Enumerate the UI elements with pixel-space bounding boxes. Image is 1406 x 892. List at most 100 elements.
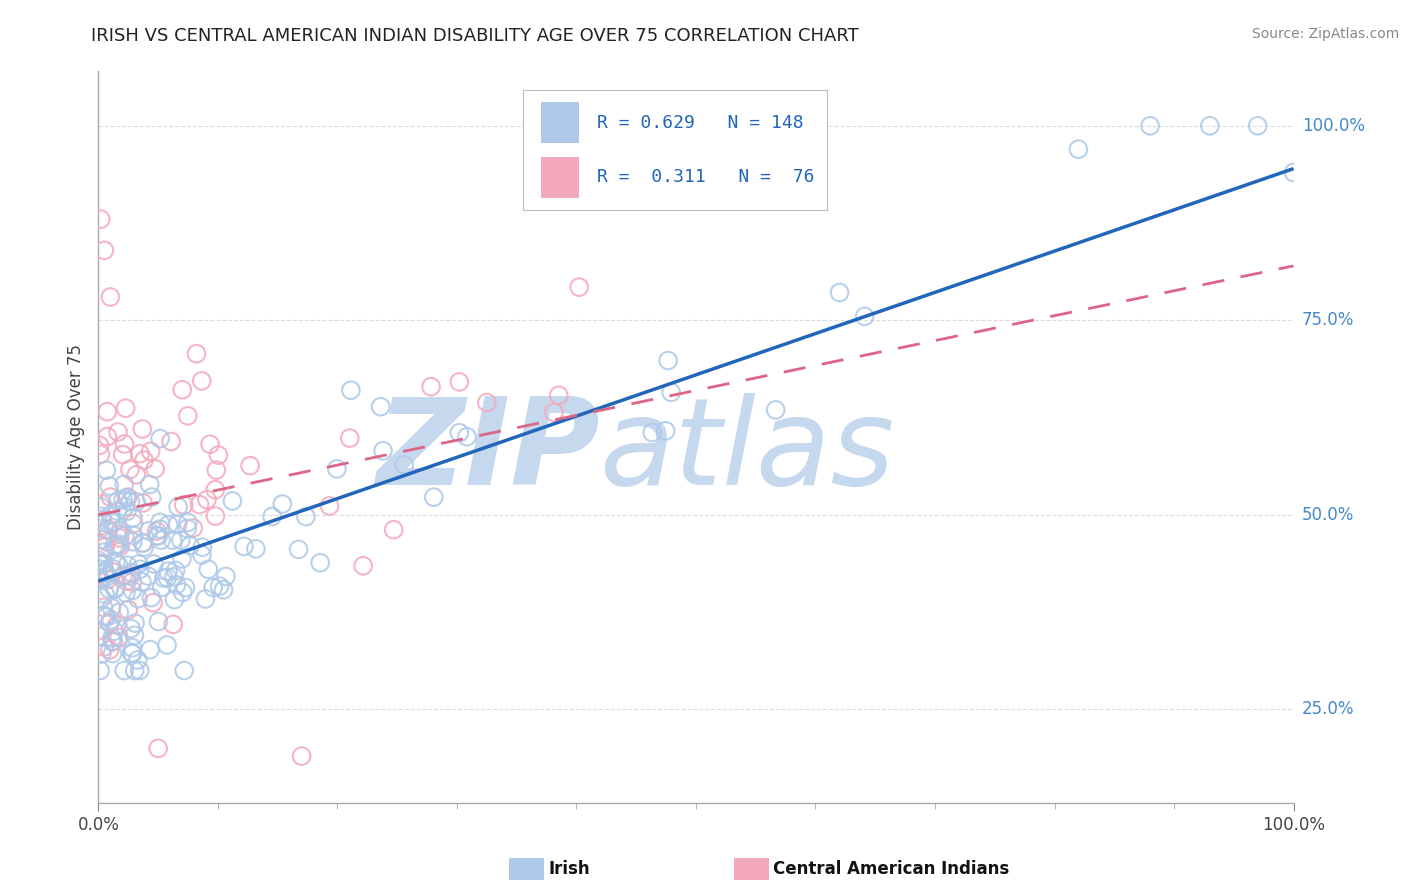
Point [97, 522, 120, 536]
Point [657, 353, 679, 368]
Point [132, 496, 155, 510]
Point [105, 618, 128, 632]
Text: IRISH VS CENTRAL AMERICAN INDIAN DISABILITY AGE OVER 75 CORRELATION CHART: IRISH VS CENTRAL AMERICAN INDIAN DISABIL… [91, 27, 859, 45]
Point [190, 374, 212, 388]
Point [1067, 142, 1090, 156]
Point [112, 492, 135, 507]
Point [212, 582, 235, 597]
Point [128, 664, 150, 678]
Text: 50.0%: 50.0% [1302, 506, 1354, 524]
Point [108, 531, 131, 545]
Point [112, 664, 135, 678]
Text: ZIP: ZIP [377, 393, 600, 510]
Point [233, 540, 256, 554]
Point [93, 566, 115, 580]
Point [94, 587, 117, 601]
Point [162, 533, 184, 548]
Point [90, 509, 112, 524]
Point [98, 479, 121, 493]
Point [96, 534, 118, 549]
Point [104, 582, 127, 597]
Point [568, 280, 591, 294]
Point [105, 539, 128, 553]
Point [420, 379, 443, 393]
Point [139, 444, 162, 458]
Point [101, 562, 124, 576]
Point [117, 490, 139, 504]
Point [309, 556, 332, 570]
Point [371, 443, 394, 458]
Point [89, 572, 111, 586]
Point [162, 617, 184, 632]
Point [202, 581, 225, 595]
FancyBboxPatch shape [523, 90, 827, 211]
Point [128, 557, 150, 571]
Point [122, 516, 145, 531]
Point [96, 405, 118, 419]
Point [131, 574, 153, 589]
Point [107, 425, 129, 439]
Point [93, 640, 115, 654]
Point [156, 638, 179, 652]
Point [205, 463, 228, 477]
Point [121, 647, 143, 661]
Point [157, 564, 180, 578]
Point [90, 212, 112, 227]
Point [112, 477, 135, 491]
Point [138, 524, 160, 538]
Bar [541, 103, 579, 143]
Text: Irish: Irish [548, 860, 591, 878]
Point [115, 491, 138, 505]
Point [146, 529, 169, 543]
Y-axis label: Disability Age Over 75: Disability Age Over 75 [66, 344, 84, 530]
Point [124, 664, 146, 678]
Point [221, 494, 243, 508]
Point [149, 522, 172, 536]
Point [853, 310, 876, 324]
Point [149, 432, 172, 446]
Point [101, 647, 124, 661]
Point [172, 383, 194, 397]
Point [352, 558, 374, 573]
Point [163, 592, 186, 607]
Point [121, 640, 143, 655]
Point [104, 581, 127, 595]
Point [128, 562, 150, 576]
Point [295, 509, 318, 524]
Point [112, 568, 135, 582]
Point [98, 290, 122, 304]
Point [103, 624, 125, 639]
Point [1199, 119, 1222, 133]
Point [149, 516, 172, 530]
Point [89, 629, 111, 643]
Bar [541, 157, 579, 197]
Point [659, 385, 682, 400]
Point [110, 524, 132, 538]
Point [120, 568, 142, 582]
Point [111, 448, 134, 462]
Point [94, 566, 117, 581]
Point [97, 523, 120, 537]
Point [132, 536, 155, 550]
Point [96, 569, 118, 583]
Point [97, 582, 120, 596]
Text: R = 0.629   N = 148: R = 0.629 N = 148 [596, 113, 803, 131]
Point [166, 517, 188, 532]
Point [91, 512, 114, 526]
Point [93, 600, 115, 615]
Point [475, 395, 498, 409]
Point [145, 524, 167, 538]
Point [170, 552, 193, 566]
Text: atlas: atlas [600, 393, 896, 510]
Point [100, 515, 122, 529]
Point [89, 522, 111, 536]
Point [121, 583, 143, 598]
Point [125, 494, 148, 508]
Point [370, 400, 392, 414]
Point [108, 537, 131, 551]
Point [114, 500, 136, 514]
Point [114, 529, 136, 543]
Point [148, 615, 170, 629]
Point [93, 545, 115, 559]
Point [96, 610, 118, 624]
